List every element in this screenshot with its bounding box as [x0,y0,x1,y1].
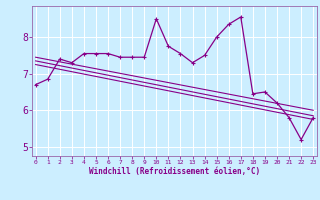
X-axis label: Windchill (Refroidissement éolien,°C): Windchill (Refroidissement éolien,°C) [89,167,260,176]
